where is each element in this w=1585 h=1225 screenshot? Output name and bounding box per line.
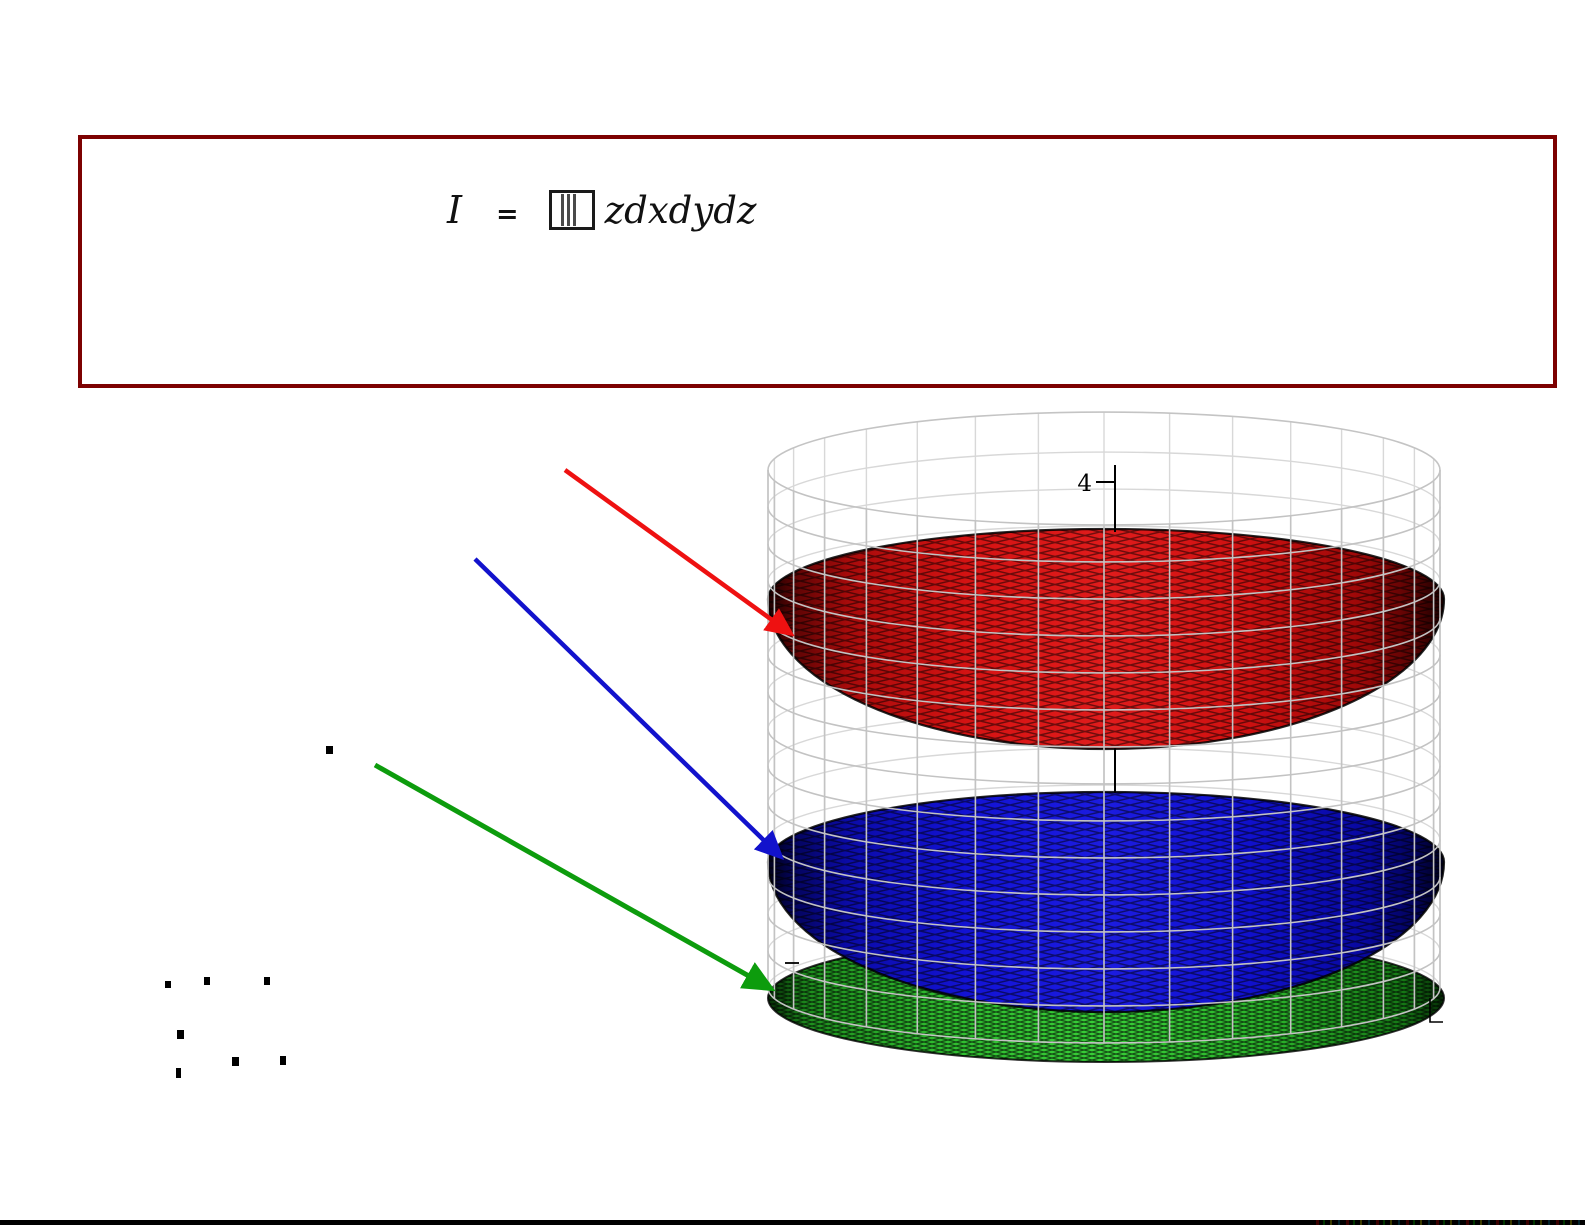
- red-paraboloid-surface: [766, 527, 1446, 751]
- equals-sign: =: [496, 199, 519, 230]
- formula-box: I = zdxdydz: [78, 135, 1557, 388]
- text-speck: [326, 746, 333, 754]
- footer-bar: [0, 1220, 1585, 1225]
- text-speck: [177, 1030, 184, 1039]
- triple-integral-notdef-glyph: [548, 190, 595, 230]
- formula-integrand: zdxdydz: [604, 189, 757, 232]
- text-speck: [280, 1056, 286, 1065]
- green-arrow: [373, 762, 776, 992]
- text-speck: [264, 977, 270, 985]
- cylinder-3d-plot: 4: [766, 411, 1446, 1063]
- text-speck: [232, 1057, 239, 1066]
- blue-arrow: [473, 557, 785, 861]
- cylinder-top-rim: [767, 411, 1441, 471]
- corner-axis-mark: [1429, 998, 1443, 1023]
- triple-integral-formula: I = zdxdydz: [447, 183, 756, 232]
- footer-fine-print: [1316, 1220, 1585, 1225]
- text-speck: [165, 981, 171, 988]
- z-axis: [785, 465, 1443, 1023]
- text-speck: [204, 977, 210, 985]
- blue-paraboloid-surface: [766, 790, 1446, 1014]
- z-axis-tick-label: 4: [1077, 471, 1092, 497]
- text-speck: [176, 1068, 181, 1078]
- formula-lhs: I: [447, 188, 463, 232]
